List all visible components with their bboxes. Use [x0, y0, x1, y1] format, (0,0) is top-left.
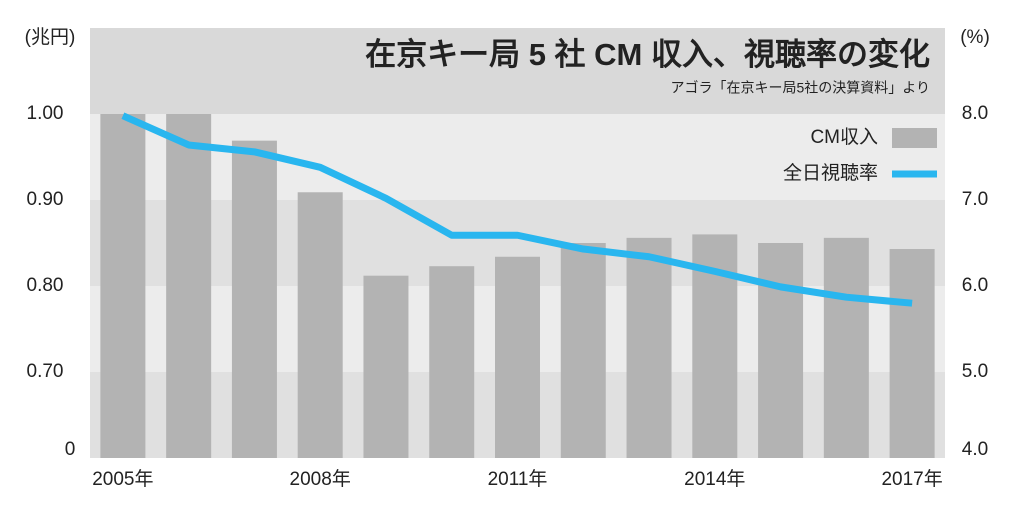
legend-label: CM収入 — [810, 126, 878, 148]
y2-tick-label: 4.0 — [962, 439, 988, 460]
y2-tick-label: 6.0 — [962, 275, 988, 296]
bar — [166, 114, 212, 458]
y-tick-label: 0.70 — [27, 361, 64, 382]
y2-tick-label: 8.0 — [962, 103, 988, 124]
bar — [297, 192, 343, 458]
chart-title: 在京キー局 5 社 CM 収入、視聴率の変化 — [365, 37, 930, 72]
x-tick-label: 2011年 — [488, 468, 548, 490]
bar — [758, 243, 804, 458]
line — [121, 112, 913, 307]
bar — [560, 243, 606, 458]
x-tick-label: 2005年 — [92, 468, 153, 490]
bar — [363, 275, 409, 458]
x-tick-label: 2008年 — [290, 468, 351, 490]
y2-tick-label: 5.0 — [962, 361, 988, 382]
bar — [100, 114, 146, 458]
bar — [231, 140, 277, 458]
bar — [495, 256, 540, 458]
bar — [429, 266, 475, 458]
x-tick-label: 2014年 — [684, 468, 745, 490]
bar — [626, 237, 672, 458]
legend-label: 全日視聴率 — [783, 162, 878, 184]
y2-axis-label: (%) — [960, 27, 990, 48]
x-tick-label: 2017年 — [881, 468, 942, 490]
legend-swatch — [892, 128, 937, 148]
y-tick-label: 0.90 — [27, 189, 64, 210]
bar — [823, 237, 869, 458]
y-tick-label: 0.80 — [27, 275, 64, 296]
y-axis-break-label: 0 — [65, 439, 76, 460]
bar — [889, 249, 935, 458]
chart-subtitle: アゴラ「在京キー局5社の決算資料」より — [670, 80, 930, 96]
title-band — [90, 28, 945, 114]
y-tick-label: 1.00 — [27, 103, 64, 124]
marks — [100, 112, 935, 458]
y-axis-label: (兆円) — [25, 26, 76, 48]
y2-tick-label: 7.0 — [962, 189, 988, 210]
